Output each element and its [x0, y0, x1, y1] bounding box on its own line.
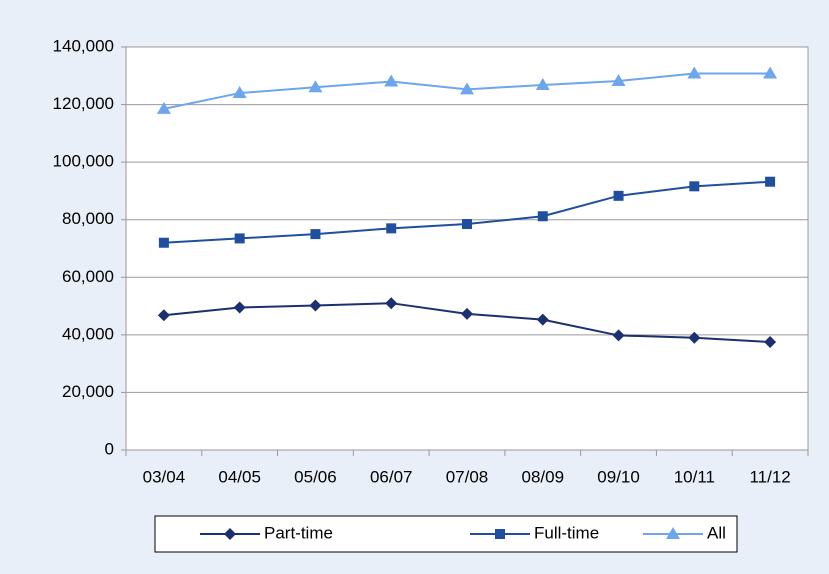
- data-point: [158, 237, 169, 248]
- plot-area: [125, 46, 809, 451]
- legend-label: All: [707, 523, 726, 542]
- data-point: [233, 301, 246, 314]
- data-point: [536, 313, 549, 326]
- x-tick-label: 10/11: [674, 467, 715, 486]
- x-tick-label: 03/04: [143, 467, 186, 486]
- y-tick-label: 20,000: [62, 382, 114, 401]
- data-point: [535, 77, 550, 90]
- data-point: [764, 336, 777, 349]
- data-point: [157, 309, 170, 322]
- data-point: [384, 74, 399, 87]
- data-point: [763, 66, 778, 79]
- x-tick-label: 08/09: [522, 467, 565, 486]
- data-point: [386, 223, 397, 234]
- data-point: [156, 101, 171, 114]
- data-point: [687, 66, 702, 79]
- x-tick-label: 04/05: [218, 467, 261, 486]
- data-point: [689, 181, 700, 192]
- data-point: [308, 80, 323, 93]
- data-point: [765, 176, 776, 187]
- y-tick-label: 140,000: [53, 36, 114, 55]
- data-point: [537, 211, 548, 222]
- y-tick-label: 120,000: [53, 94, 114, 113]
- x-tick-label: 05/06: [294, 467, 337, 486]
- legend-marker: [224, 528, 236, 540]
- legend-label: Part-time: [264, 523, 333, 542]
- data-point: [461, 307, 473, 320]
- x-tick-label: 06/07: [370, 467, 413, 486]
- data-point: [611, 73, 626, 86]
- data-point: [612, 329, 625, 342]
- legend-marker: [666, 527, 680, 539]
- y-tick-label: 40,000: [62, 324, 114, 343]
- data-point: [310, 229, 321, 240]
- data-point: [613, 190, 624, 201]
- y-tick-label: 0: [105, 439, 114, 458]
- data-point: [460, 82, 474, 95]
- x-tick-label: 11/12: [749, 467, 790, 486]
- y-tick-label: 100,000: [53, 152, 114, 171]
- data-point: [234, 233, 245, 244]
- data-point: [232, 86, 247, 99]
- x-tick-label: 09/10: [597, 467, 640, 486]
- y-tick-label: 80,000: [62, 209, 114, 228]
- x-tick-label: 07/08: [446, 467, 489, 486]
- data-point: [462, 219, 472, 230]
- legend-label: Full-time: [534, 523, 599, 542]
- legend-marker: [495, 529, 505, 539]
- data-point: [385, 297, 398, 310]
- data-point: [688, 331, 701, 344]
- y-tick-label: 60,000: [62, 267, 114, 286]
- data-point: [309, 299, 322, 312]
